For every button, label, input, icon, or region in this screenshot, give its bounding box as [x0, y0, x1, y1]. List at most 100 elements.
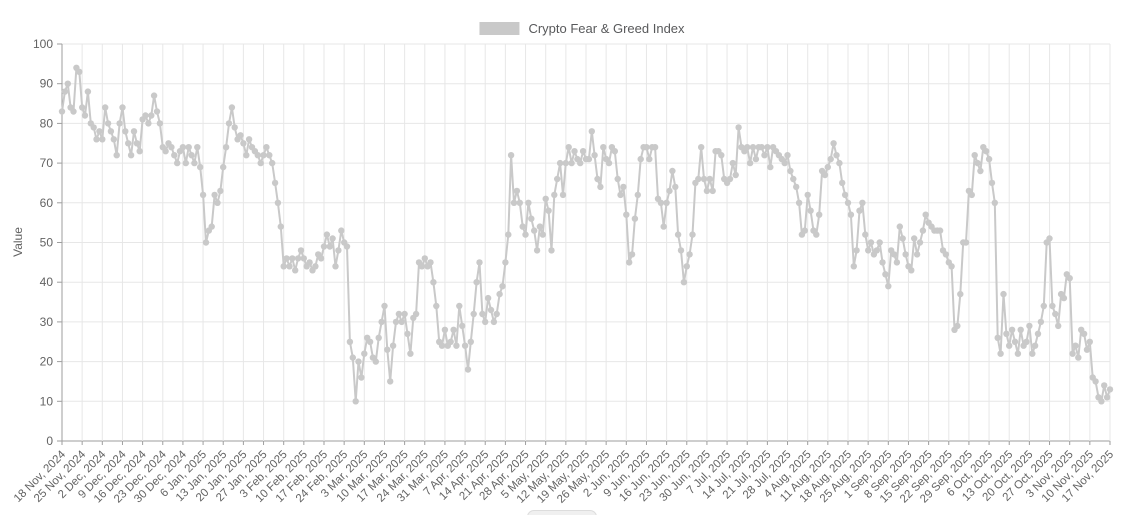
data-point-marker [991, 199, 998, 206]
data-point-marker [392, 318, 400, 326]
data-point-marker [326, 243, 333, 250]
data-point-marker [873, 247, 880, 254]
data-point-marker [847, 211, 855, 218]
data-point-marker [476, 259, 483, 266]
data-point-marker [171, 152, 178, 159]
data-point-marker [637, 155, 644, 163]
data-point-marker [274, 199, 282, 206]
data-point-marker [153, 108, 161, 115]
data-point-marker [346, 338, 354, 345]
data-point-marker [646, 155, 653, 163]
data-point-marker [752, 155, 760, 163]
data-point-marker [666, 187, 673, 195]
data-point-marker [539, 231, 546, 238]
data-point-marker [542, 195, 549, 202]
data-point-marker [911, 235, 918, 242]
data-point-marker [948, 263, 955, 270]
data-point-marker [70, 108, 77, 115]
data-point-marker [516, 199, 523, 206]
data-point-marker [240, 140, 247, 147]
data-point-marker [372, 358, 379, 365]
data-point-marker [271, 179, 279, 187]
data-point-marker [525, 199, 532, 206]
data-point-marker [703, 187, 711, 195]
data-point-marker [841, 191, 849, 199]
data-point-marker [634, 191, 641, 199]
data-point-marker [916, 239, 924, 246]
data-point-marker [384, 346, 391, 353]
data-point-marker [99, 136, 106, 143]
data-point-marker [997, 350, 1004, 357]
data-point-marker [136, 148, 143, 155]
data-point-marker [329, 235, 336, 242]
data-point-marker [1049, 302, 1056, 310]
data-point-marker [197, 163, 204, 171]
data-point-marker [119, 104, 126, 111]
data-point-marker [1083, 346, 1091, 353]
y-tick-label: 80 [40, 116, 54, 130]
data-point-marker [1060, 294, 1068, 302]
data-point-marker [954, 322, 961, 330]
data-point-marker [499, 283, 506, 290]
data-point-marker [862, 231, 869, 238]
data-point-marker [1029, 350, 1036, 357]
data-point-marker [695, 175, 702, 183]
data-point-marker [827, 155, 834, 163]
data-point-marker [962, 239, 970, 246]
data-point-marker [110, 136, 118, 143]
data-point-marker [1026, 322, 1033, 330]
data-point-marker [562, 159, 569, 167]
data-point-marker [447, 338, 454, 345]
data-point-marker [781, 159, 788, 167]
data-point-marker [913, 251, 921, 258]
data-point-marker [174, 159, 181, 167]
data-point-marker [850, 263, 857, 270]
data-point-marker [231, 124, 238, 131]
data-point-marker [974, 159, 981, 167]
data-point-marker [732, 171, 739, 179]
data-point-marker [680, 279, 688, 286]
partial-bottom-widget[interactable] [527, 510, 597, 515]
data-point-marker [660, 223, 667, 230]
data-point-marker [349, 354, 356, 361]
y-tick-label: 60 [40, 196, 54, 210]
data-point-marker [320, 243, 328, 250]
data-point-marker [942, 251, 950, 258]
data-point-marker [896, 223, 903, 230]
data-point-marker [355, 358, 362, 365]
data-point-marker [804, 191, 811, 199]
data-point-marker [548, 247, 555, 254]
data-point-marker [1069, 350, 1076, 357]
data-point-marker [64, 80, 72, 87]
data-point-marker [689, 231, 696, 238]
data-point-marker [1072, 342, 1079, 349]
data-point-marker [726, 175, 734, 183]
y-tick-label: 90 [40, 77, 54, 91]
data-point-marker [266, 152, 273, 159]
data-point-marker [824, 163, 831, 171]
data-point-marker [188, 152, 195, 159]
data-point-marker [536, 223, 544, 230]
data-point-marker [631, 215, 639, 222]
data-point-marker [1034, 330, 1042, 337]
data-point-marker [467, 338, 474, 345]
data-point-marker [623, 211, 630, 218]
data-point-marker [260, 152, 267, 159]
data-point-marker [217, 187, 224, 195]
data-point-marker [519, 223, 526, 230]
data-point-marker [418, 263, 426, 270]
data-point-marker [1092, 378, 1099, 385]
data-point-marker [107, 128, 115, 135]
data-point-marker [505, 231, 512, 238]
data-point-marker [148, 112, 155, 119]
data-point-marker [585, 155, 593, 163]
data-point-marker [202, 239, 210, 246]
data-point-marker [407, 350, 414, 357]
data-point-marker [338, 227, 345, 234]
data-point-marker [220, 163, 227, 171]
data-point-marker [1037, 318, 1045, 326]
data-point-marker [559, 191, 567, 199]
data-point-marker [833, 152, 840, 159]
data-point-marker [404, 330, 411, 337]
